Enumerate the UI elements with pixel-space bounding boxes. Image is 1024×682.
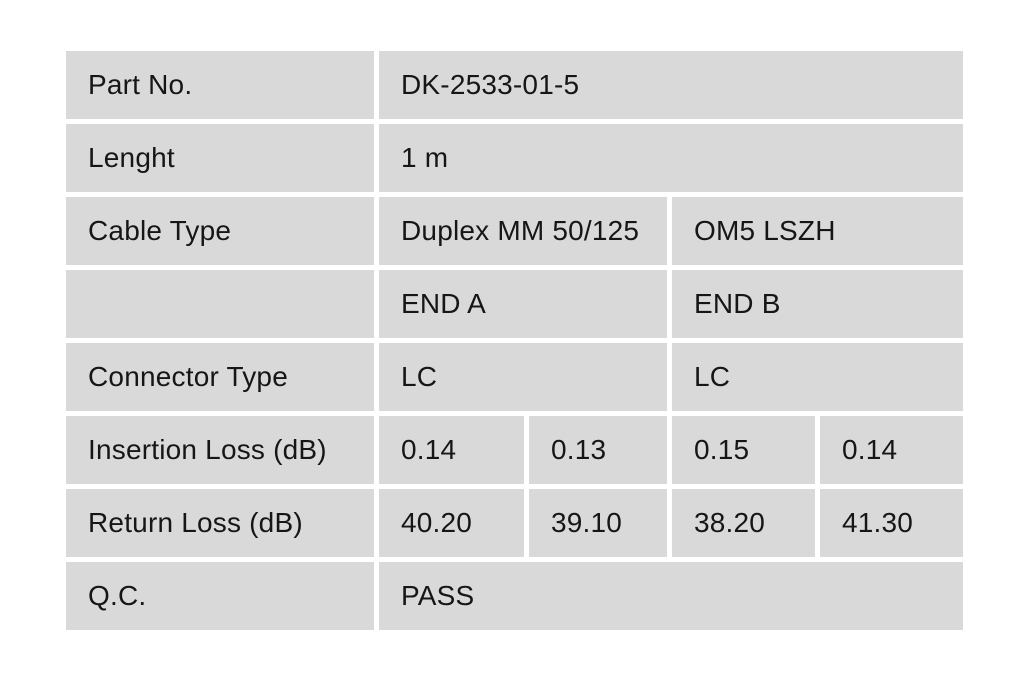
value-cell-return-b2: 41.30: [820, 489, 964, 557]
value-cell-cable-type-1: Duplex MM 50/125: [379, 197, 667, 265]
table-row-insertion-loss: Insertion Loss (dB) 0.14 0.13 0.15 0.14: [66, 416, 964, 484]
value-cell-part-no: DK-2533-01-5: [379, 51, 964, 119]
value-cell-connector-b: LC: [672, 343, 964, 411]
value-cell-insertion-a2: 0.13: [529, 416, 667, 484]
row-label-part-no: Part No.: [66, 51, 374, 119]
value-cell-end-a: END A: [379, 270, 667, 338]
row-label-qc: Q.C.: [66, 562, 374, 630]
value-cell-insertion-a1: 0.14: [379, 416, 524, 484]
row-label-empty: [66, 270, 374, 338]
value-cell-insertion-b2: 0.14: [820, 416, 964, 484]
value-cell-connector-a: LC: [379, 343, 667, 411]
row-label-insertion-loss: Insertion Loss (dB): [66, 416, 374, 484]
row-label-length: Lenght: [66, 124, 374, 192]
value-cell-return-a2: 39.10: [529, 489, 667, 557]
row-label-return-loss: Return Loss (dB): [66, 489, 374, 557]
row-label-cable-type: Cable Type: [66, 197, 374, 265]
value-cell-length: 1 m: [379, 124, 964, 192]
value-cell-return-a1: 40.20: [379, 489, 524, 557]
value-cell-return-b1: 38.20: [672, 489, 815, 557]
row-label-connector-type: Connector Type: [66, 343, 374, 411]
table-row-part-no: Part No. DK-2533-01-5: [66, 51, 964, 119]
table-row-qc: Q.C. PASS: [66, 562, 964, 630]
table-row-return-loss: Return Loss (dB) 40.20 39.10 38.20 41.30: [66, 489, 964, 557]
table-row-connector-type: Connector Type LC LC: [66, 343, 964, 411]
table-row-cable-type: Cable Type Duplex MM 50/125 OM5 LSZH: [66, 197, 964, 265]
value-cell-qc-result: PASS: [379, 562, 964, 630]
value-cell-end-b: END B: [672, 270, 964, 338]
value-cell-insertion-b1: 0.15: [672, 416, 815, 484]
table-row-length: Lenght 1 m: [66, 124, 964, 192]
spec-table: Part No. DK-2533-01-5 Lenght 1 m Cable T…: [61, 46, 968, 635]
value-cell-cable-type-2: OM5 LSZH: [672, 197, 964, 265]
table-row-ends: END A END B: [66, 270, 964, 338]
